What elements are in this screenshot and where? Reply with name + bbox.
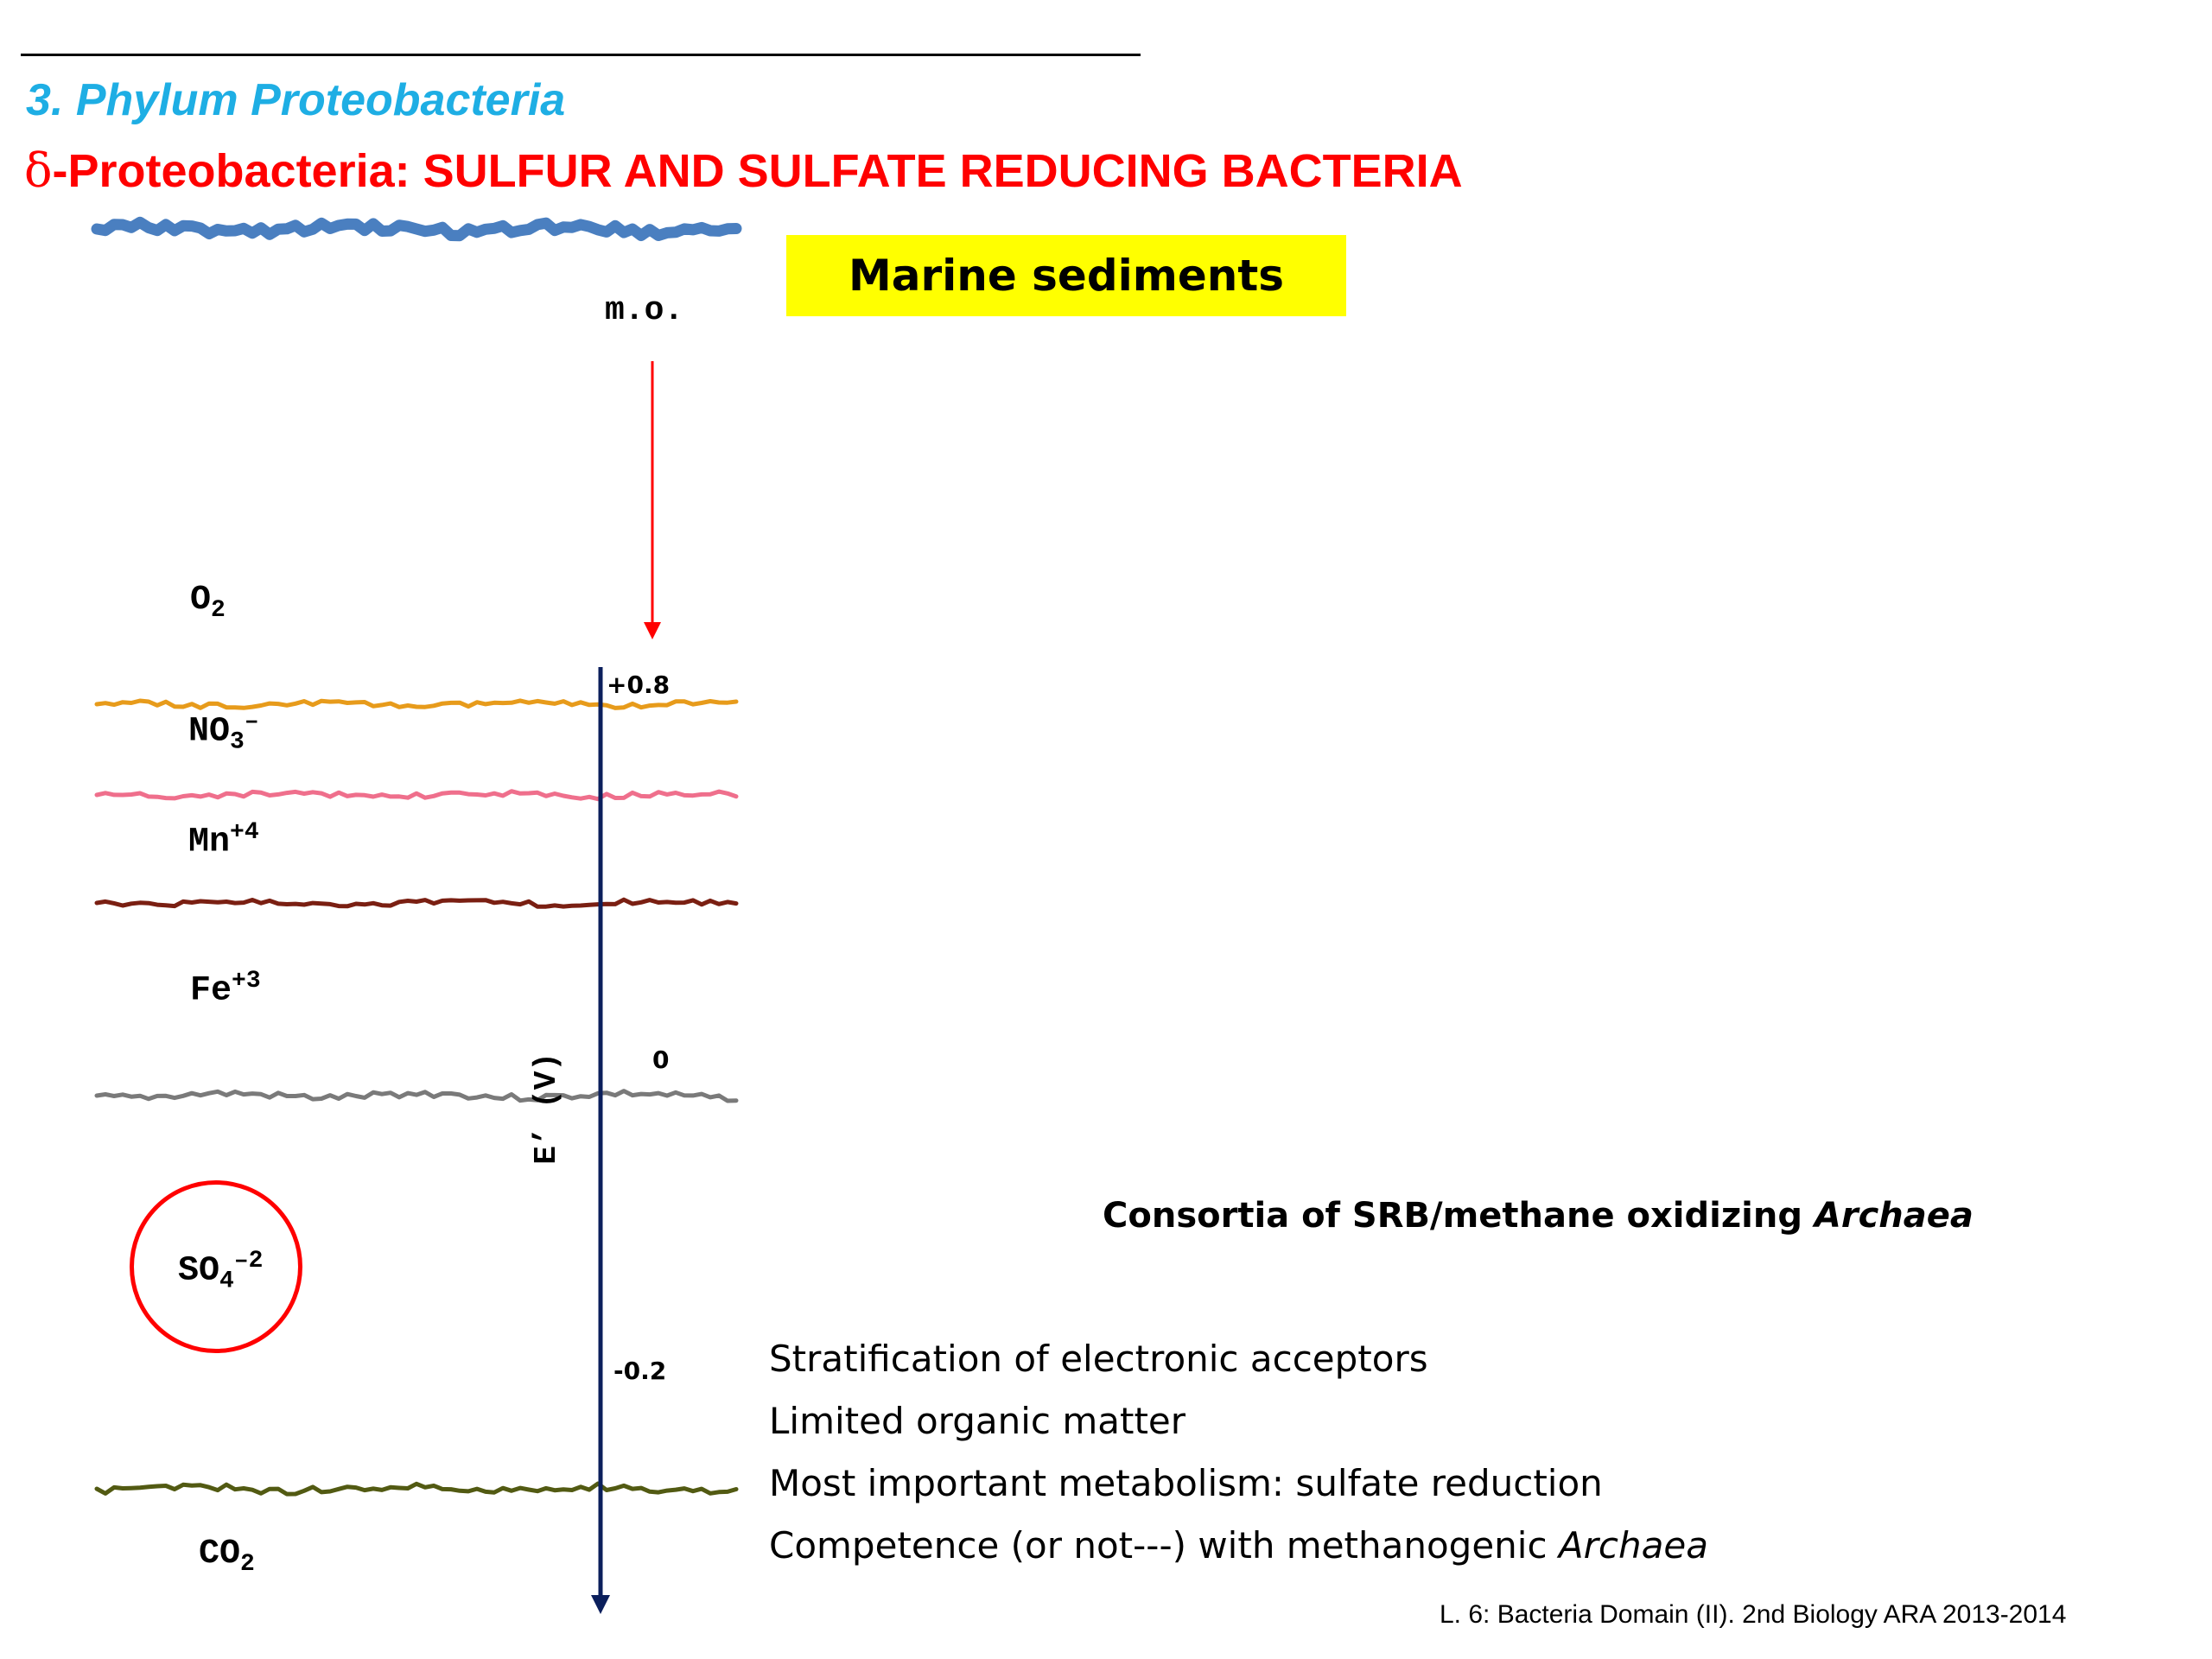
note-item: Stratification of electronic acceptors: [769, 1338, 1428, 1380]
footer-citation: L. 6: Bacteria Domain (II). 2nd Biology …: [1440, 1600, 2067, 1629]
delta-symbol: δ: [24, 143, 53, 198]
manganese-boundary-line: [94, 789, 739, 802]
acceptor-nitrate: NO3–: [188, 709, 259, 756]
note-item: Limited organic matter: [769, 1400, 1186, 1442]
acceptor-manganese: Mn+4: [188, 819, 259, 862]
redox-potential-axis: [591, 667, 610, 1614]
acceptor-iron: Fe+3: [190, 968, 261, 1011]
subsection-title: δ-Proteobacteria: SULFUR AND SULFATE RED…: [24, 143, 1463, 198]
acceptor-carbon-dioxide: CO2: [199, 1535, 255, 1578]
sulfate-boundary-line: [94, 1089, 739, 1103]
acceptor-oxygen: O2: [190, 581, 226, 624]
sulfate-highlight-circle: [130, 1180, 302, 1353]
carbon-dioxide-boundary-line: [94, 1481, 739, 1497]
note-item: Most important metabolism: sulfate reduc…: [769, 1462, 1603, 1504]
scale-tick-positive: +0.8: [607, 671, 671, 699]
axis-label: E’ (V): [529, 1052, 564, 1165]
note-item: Competence (or not---) with methanogenic…: [769, 1524, 1708, 1567]
nitrate-boundary-line: [94, 698, 739, 710]
scale-tick-negative: -0.2: [613, 1357, 667, 1385]
subsection-title-text: -Proteobacteria: SULFUR AND SULFATE REDU…: [52, 145, 1463, 197]
iron-boundary-line: [94, 897, 739, 909]
organic-matter-arrow: [644, 361, 661, 639]
section-title: 3. Phylum Proteobacteria: [26, 75, 566, 125]
environment-label: Marine sediments: [786, 235, 1346, 316]
top-rule: [21, 54, 1141, 56]
consortia-note: Consortia of SRB/methane oxidizing Archa…: [1103, 1196, 1974, 1236]
acceptor-sulfate: SO4–2: [178, 1248, 264, 1295]
scale-tick-zero: 0: [652, 1046, 670, 1074]
organic-matter-label: m.o.: [605, 292, 684, 329]
sea-surface-line: [91, 216, 742, 242]
